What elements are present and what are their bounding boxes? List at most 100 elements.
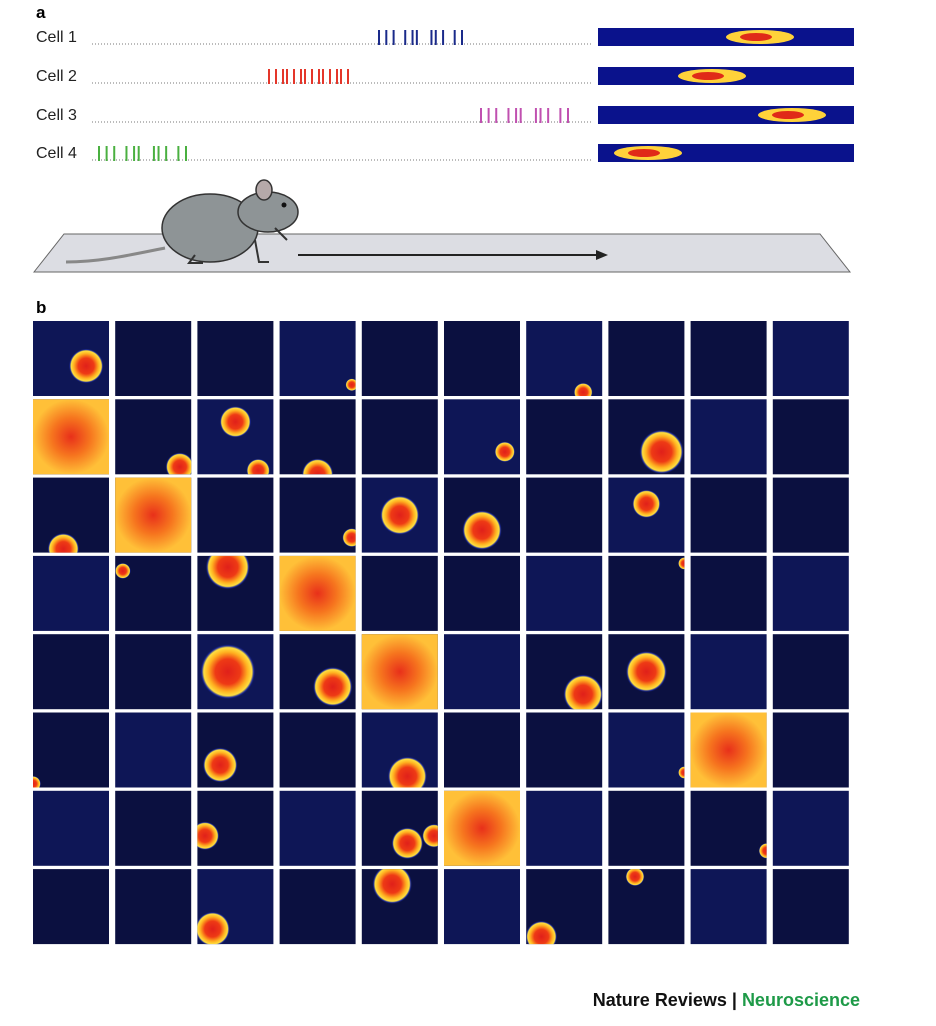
rate-map-tile — [33, 790, 109, 866]
cell-label: Cell 2 — [36, 68, 77, 85]
tile-bg — [33, 869, 109, 945]
field — [422, 823, 438, 848]
footer: Nature Reviews | Neuroscience — [593, 990, 860, 1010]
rate-map-tile — [526, 869, 603, 945]
tile-bg — [772, 712, 849, 788]
rate-map-tile — [608, 869, 685, 945]
rate-map-tile — [33, 869, 109, 945]
rate-map-tile — [690, 634, 767, 710]
rate-map-tile — [279, 555, 356, 631]
rate-map-tile — [197, 712, 274, 788]
field-inner — [692, 72, 724, 80]
rate-map-tile — [33, 477, 109, 553]
field — [33, 775, 41, 788]
field-full — [361, 634, 438, 710]
rate-map-tile — [772, 321, 849, 396]
tile-bg — [772, 634, 849, 710]
tile-bg — [33, 555, 109, 631]
field-full — [33, 399, 109, 475]
tile-bg — [526, 790, 603, 866]
field — [387, 756, 428, 788]
tile-bg — [444, 555, 520, 631]
rate-map-tile — [115, 399, 192, 475]
rate-map-tile — [197, 869, 274, 945]
tile-bg — [690, 634, 767, 710]
field — [246, 458, 271, 475]
rate-map-tile — [608, 634, 685, 710]
rate-map-tile — [444, 399, 520, 475]
field — [758, 842, 767, 859]
rate-map-tile — [197, 790, 274, 866]
rate-map-tile — [361, 634, 438, 710]
field — [494, 441, 516, 463]
rate-map-tile — [526, 712, 603, 788]
rate-map-tile — [115, 477, 192, 553]
rate-map-tile — [115, 869, 192, 945]
field — [197, 821, 220, 851]
rate-map-tile — [444, 321, 520, 396]
field-full — [690, 712, 767, 788]
tile-bg — [690, 399, 767, 475]
tile-bg — [33, 712, 109, 788]
field-inner — [772, 111, 804, 119]
rate-map-tile — [197, 555, 274, 631]
rate-map-tile — [608, 790, 685, 866]
tile-bg — [690, 477, 767, 553]
tile-bg — [361, 399, 438, 475]
field — [372, 869, 413, 905]
rate-map-tile — [279, 634, 356, 710]
field — [678, 557, 685, 570]
field — [68, 348, 104, 384]
rate-map-tile — [690, 399, 767, 475]
tile-bg — [690, 321, 767, 396]
rate-map-tile — [772, 555, 849, 631]
field — [197, 911, 231, 945]
rate-map-tile — [608, 555, 685, 631]
rate-map-tile — [690, 712, 767, 788]
field — [342, 528, 356, 548]
rate-map-tile — [772, 869, 849, 945]
rate-map-tile — [33, 321, 109, 396]
rate-map-tile — [608, 399, 685, 475]
tile-bg — [115, 634, 192, 710]
tile-bg — [690, 869, 767, 945]
field-inner — [628, 149, 660, 157]
rate-map-tile — [279, 712, 356, 788]
field — [301, 458, 334, 475]
panel-label: a — [36, 3, 46, 22]
field-full — [444, 790, 520, 866]
tile-bg — [526, 321, 603, 396]
rate-map-tile — [444, 477, 520, 553]
field — [202, 747, 238, 783]
rate-map-tile — [444, 712, 520, 788]
rate-map-tile — [279, 321, 356, 396]
cell-label: Cell 3 — [36, 107, 77, 124]
field — [345, 378, 356, 392]
tile-bg — [279, 869, 356, 945]
rate-map-tile — [690, 869, 767, 945]
tile-bg — [608, 555, 685, 631]
rate-map-tile — [197, 399, 274, 475]
field — [199, 643, 256, 700]
rat — [65, 179, 299, 264]
rate-map-tile — [33, 634, 109, 710]
rate-map-tile — [33, 712, 109, 788]
tile-bg — [115, 790, 192, 866]
field-inner — [740, 33, 772, 41]
journal: Nature Reviews — [593, 990, 727, 1010]
field-full — [279, 555, 356, 631]
panel-label: b — [36, 298, 46, 317]
tile-bg — [772, 869, 849, 945]
tile-bg — [526, 477, 603, 553]
tile-bg — [772, 790, 849, 866]
tile-bg — [115, 869, 192, 945]
tile-bg — [444, 399, 520, 475]
rate-map-tile — [690, 477, 767, 553]
rate-map-tile — [115, 321, 192, 396]
rate-map-tile — [361, 555, 438, 631]
tile-bg — [608, 712, 685, 788]
rate-map-tile — [608, 712, 685, 788]
rate-map-tile — [772, 477, 849, 553]
rate-map-tile — [608, 321, 685, 396]
